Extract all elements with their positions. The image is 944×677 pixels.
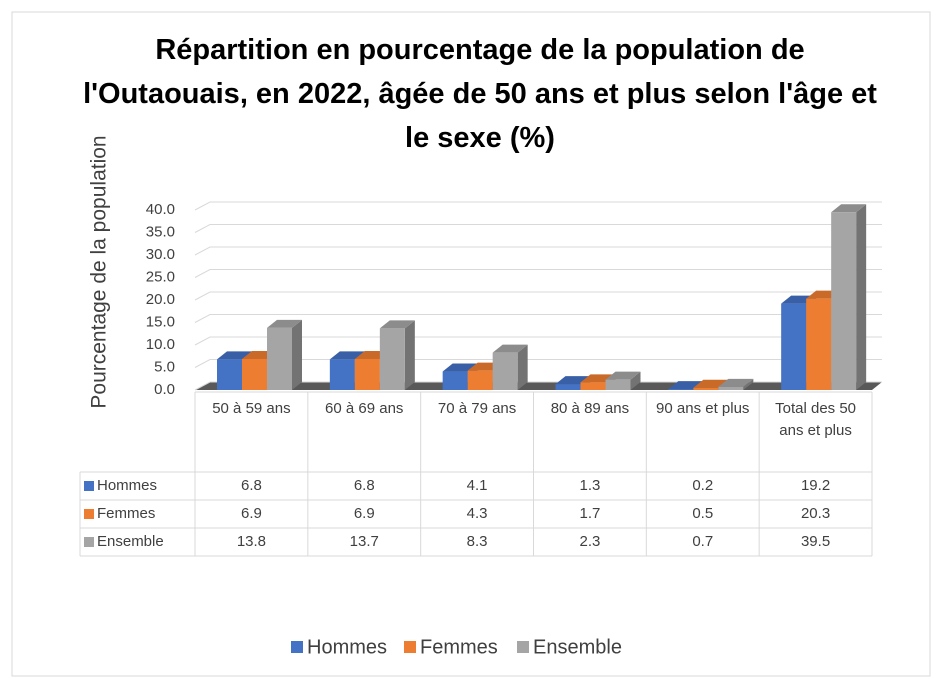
bar-side [630, 371, 641, 390]
grid-line [194, 336, 882, 346]
bar [217, 359, 242, 390]
bar-side [856, 204, 867, 390]
table-cell: 0.2 [692, 477, 713, 494]
table-cell: 6.9 [354, 505, 375, 522]
category-cell: 90 ans et plus [656, 400, 750, 417]
x-tick-label: Total des 50 ans et plus [775, 400, 857, 439]
y-tick-label: 0.0 [154, 381, 175, 398]
bar-top [693, 379, 729, 388]
bar-top [329, 351, 365, 360]
table-legend-key [84, 481, 94, 491]
legend-key [517, 641, 529, 653]
bar-top [605, 371, 641, 380]
bar [555, 384, 581, 390]
legend-key [291, 641, 303, 653]
bar-top [267, 319, 302, 328]
y-tick-label: 35.0 [146, 223, 175, 240]
y-tick-label: 20.0 [146, 291, 175, 308]
bar [668, 389, 694, 390]
table-row-label: Ensemble [97, 533, 164, 550]
bar [693, 387, 719, 390]
legend-label: Ensemble [533, 636, 622, 658]
y-tick-label: 40.0 [146, 201, 175, 218]
grid-line [194, 246, 882, 256]
table-cell: 0.5 [692, 505, 713, 522]
category-cell: 70 à 79 ans [437, 400, 517, 417]
bar [781, 303, 807, 390]
y-tick-label: 30.0 [146, 246, 175, 263]
category-cell: Total des 50 ans et plus [775, 400, 857, 439]
y-tick-label: 15.0 [146, 313, 175, 330]
table-cell: 4.1 [467, 477, 488, 494]
table-row-label: Hommes [97, 477, 157, 494]
bar-side [517, 344, 528, 390]
bar [379, 328, 405, 390]
bar [467, 370, 493, 390]
bar [354, 358, 380, 390]
category-cell: 60 à 69 ans [325, 400, 404, 417]
bar-side [743, 378, 754, 390]
table-cell: 19.2 [801, 477, 830, 494]
table-row-label: Femmes [97, 505, 155, 522]
y-tick-label: 5.0 [154, 358, 175, 375]
bar [242, 358, 267, 390]
table-cell: 39.5 [801, 533, 830, 550]
bar [492, 352, 518, 390]
bar-side [404, 320, 415, 390]
bar-side [292, 319, 302, 390]
table-legend-key [84, 537, 94, 547]
legend-label: Hommes [307, 636, 387, 658]
table-cell: 13.8 [237, 533, 266, 550]
bar [831, 212, 857, 390]
bar [329, 359, 355, 390]
table-legend-key [84, 509, 94, 519]
table-cell: 4.3 [467, 505, 488, 522]
legend-key [404, 641, 416, 653]
grid-line [194, 381, 882, 391]
table-cell: 8.3 [467, 533, 488, 550]
bar [605, 379, 631, 390]
grid-line [194, 314, 882, 323]
bar-top [492, 344, 528, 353]
table-cell: 1.7 [579, 505, 600, 522]
category-cell: 80 à 89 ans [550, 400, 630, 417]
table-cell: 2.3 [579, 533, 600, 550]
table-cell: 0.7 [692, 533, 713, 550]
x-tick-label: 80 à 89 ans [550, 400, 630, 417]
table-cell: 1.3 [579, 477, 600, 494]
table-cell: 6.9 [241, 505, 262, 522]
x-tick-label: 50 à 59 ans [212, 400, 291, 417]
chart-frame [11, 11, 931, 677]
bar-top [217, 351, 252, 360]
x-tick-label: 60 à 69 ans [325, 400, 404, 417]
bar [580, 382, 606, 390]
title-box: Répartition en pourcentage de la populat… [83, 34, 877, 154]
category-cell: 50 à 59 ans [212, 400, 291, 417]
chart-title: Répartition en pourcentage de la populat… [83, 34, 877, 154]
table-cell: 6.8 [241, 477, 262, 494]
y-tick-label: 10.0 [146, 336, 175, 353]
bar-top [718, 378, 754, 387]
y-axis-title: Pourcentage de la population [88, 135, 111, 408]
grid-line [194, 224, 882, 233]
grid-line [194, 201, 882, 211]
bar-top [831, 204, 867, 213]
legend-label: Femmes [420, 636, 498, 658]
bar [718, 386, 744, 390]
bar [267, 327, 292, 390]
x-tick-label: 90 ans et plus [656, 400, 750, 417]
table-cell: 20.3 [801, 505, 830, 522]
grid-line [194, 359, 882, 368]
bar-top [379, 320, 415, 329]
bar [806, 298, 832, 390]
bar [442, 371, 468, 390]
table-cell: 6.8 [354, 477, 375, 494]
grid-line [194, 291, 882, 301]
bar-top [442, 363, 478, 372]
table-cell: 13.7 [350, 533, 379, 550]
x-tick-label: 70 à 79 ans [437, 400, 517, 417]
y-tick-label: 25.0 [146, 268, 175, 285]
grid-line [194, 269, 882, 278]
